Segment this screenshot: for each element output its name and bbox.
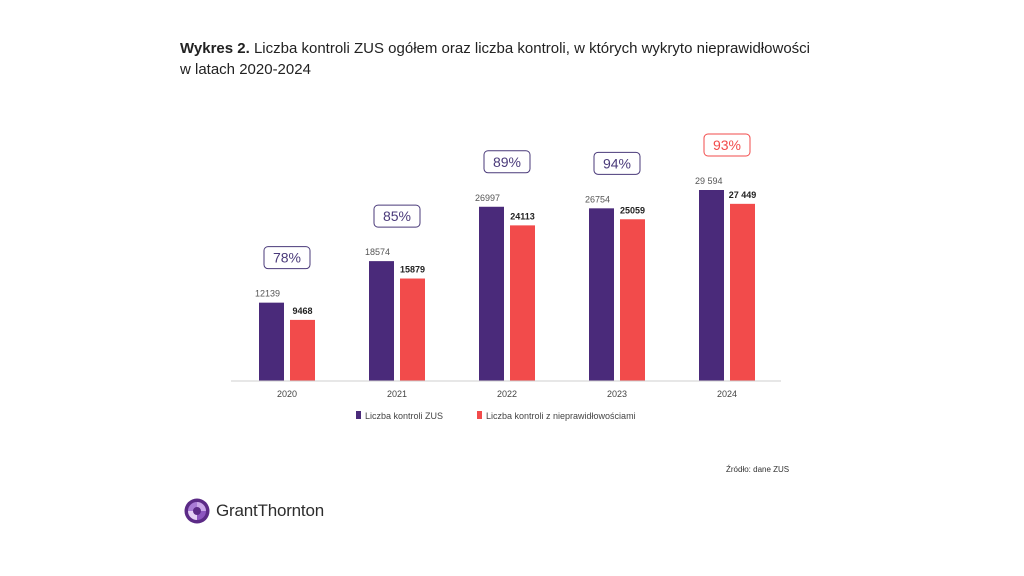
data-label: 9468 xyxy=(292,306,312,316)
percentage-label: 93% xyxy=(713,137,741,153)
legend-label: Liczba kontroli ZUS xyxy=(365,411,443,421)
data-label: 25059 xyxy=(620,205,645,215)
chart-title-line2: w latach 2020-2024 xyxy=(180,61,311,78)
bar-kontrole-2022 xyxy=(479,206,504,381)
bar-nieprawidlowosci-2023 xyxy=(620,219,645,381)
data-label: 15879 xyxy=(400,265,425,275)
x-tick-label: 2023 xyxy=(607,389,627,399)
bar-nieprawidlowosci-2024 xyxy=(730,203,755,381)
bar-kontrole-2023 xyxy=(589,208,614,381)
data-label: 26997 xyxy=(475,193,500,203)
chart-title-bold: Wykres 2. xyxy=(180,40,250,57)
legend-swatch-kontrole xyxy=(356,411,361,419)
data-label: 29 594 xyxy=(695,176,723,186)
x-tick-label: 2021 xyxy=(387,389,407,399)
data-label: 27 449 xyxy=(729,190,757,200)
percentage-box xyxy=(483,150,531,174)
percentage-label: 94% xyxy=(603,155,631,171)
grant-thornton-logo: GrantThornton xyxy=(184,498,324,524)
x-tick-label: 2020 xyxy=(277,389,297,399)
bar-kontrole-2020 xyxy=(259,302,284,381)
bar-nieprawidlowosci-2022 xyxy=(510,225,535,381)
bar-kontrole-2021 xyxy=(369,261,394,381)
bar-chart: 12139 9468 2020 78% 18574 15879 2021 85% 26997 24… xyxy=(231,133,781,421)
data-label: 18574 xyxy=(365,247,390,257)
percentage-label: 78% xyxy=(273,250,301,266)
legend-label: Liczba kontroli z nieprawidłowościami xyxy=(486,411,636,421)
grant-thornton-logo-icon xyxy=(184,498,210,524)
percentage-box xyxy=(373,204,421,228)
percentage-label: 89% xyxy=(493,154,521,170)
legend-swatch-nieprawidlowosci xyxy=(477,411,482,419)
chart-title-rest: Liczba kontroli ZUS ogółem oraz liczba k… xyxy=(249,40,810,57)
source-note: Źródło: dane ZUS xyxy=(726,465,790,474)
data-label: 26754 xyxy=(585,194,610,204)
logo-text: GrantThornton xyxy=(216,501,324,520)
percentage-box xyxy=(703,133,751,157)
bar-nieprawidlowosci-2020 xyxy=(290,319,315,381)
percentage-box xyxy=(593,151,641,175)
legend: Liczba kontroli ZUS Liczba kontroli z nie… xyxy=(356,411,636,421)
chart-title: Wykres 2. Liczba kontroli ZUS ogółem ora… xyxy=(180,38,840,80)
percentage-box xyxy=(263,246,311,270)
data-label: 12139 xyxy=(255,289,280,299)
bars-layer: 12139 9468 2020 78% 18574 15879 2021 85% 26997 24… xyxy=(255,133,757,399)
x-tick-label: 2024 xyxy=(717,389,737,399)
bar-kontrole-2024 xyxy=(699,190,724,381)
data-label: 24113 xyxy=(510,211,535,221)
bar-nieprawidlowosci-2021 xyxy=(400,278,425,381)
x-tick-label: 2022 xyxy=(497,389,517,399)
percentage-label: 85% xyxy=(383,208,411,224)
